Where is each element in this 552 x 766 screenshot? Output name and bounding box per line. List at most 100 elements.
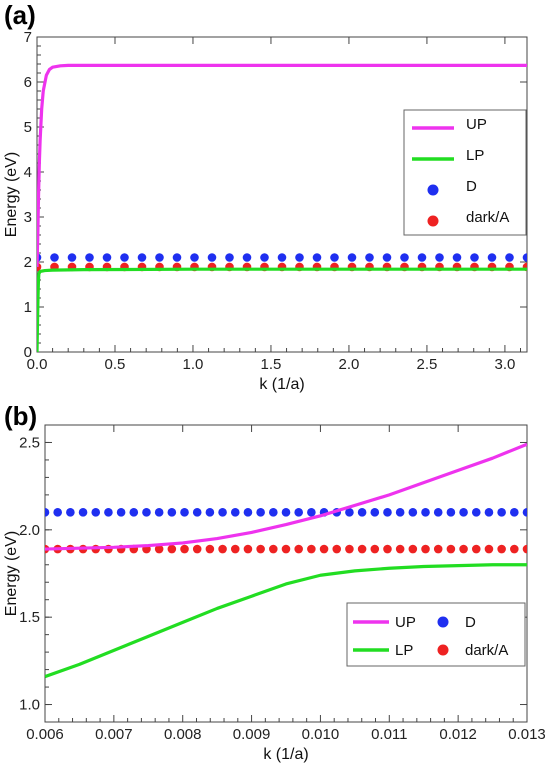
point-d bbox=[91, 508, 101, 517]
point-d bbox=[452, 253, 462, 262]
point-d bbox=[155, 253, 164, 262]
point-d bbox=[167, 508, 177, 517]
x-tick-label: 0.011 bbox=[371, 726, 407, 743]
point-dark-a bbox=[471, 544, 481, 554]
point-d bbox=[269, 508, 278, 517]
point-d bbox=[294, 508, 303, 517]
point-d bbox=[484, 508, 494, 517]
point-d bbox=[505, 253, 514, 262]
point-d bbox=[487, 253, 497, 262]
y-tick-label: 0 bbox=[24, 344, 32, 361]
point-d bbox=[154, 508, 164, 517]
legend-swatch-dark-a bbox=[427, 215, 439, 227]
point-dark-a bbox=[180, 544, 189, 554]
legend-label: D bbox=[466, 178, 477, 195]
legend-box bbox=[403, 109, 527, 236]
point-d bbox=[295, 253, 304, 262]
point-dark-a bbox=[421, 544, 430, 554]
point-dark-a bbox=[497, 544, 506, 554]
point-dark-a bbox=[484, 544, 494, 554]
point-dark-a bbox=[510, 544, 519, 554]
point-d bbox=[260, 253, 269, 262]
point-d bbox=[370, 508, 380, 517]
x-axis-label: k (1/a) bbox=[263, 746, 308, 763]
y-tick-label: 1 bbox=[24, 299, 32, 316]
x-tick-label: 0.5 bbox=[105, 356, 126, 373]
x-tick-label: 0.0 bbox=[27, 356, 48, 373]
point-d bbox=[218, 508, 227, 517]
point-d bbox=[400, 253, 409, 262]
plot-frame bbox=[44, 424, 528, 723]
legend-label: LP bbox=[395, 642, 413, 659]
point-d bbox=[242, 253, 252, 262]
point-dark-a bbox=[395, 544, 405, 554]
point-d bbox=[510, 508, 519, 517]
point-dark-a bbox=[332, 544, 342, 554]
point-dark-a bbox=[192, 544, 202, 554]
x-tick-label: 1.0 bbox=[183, 356, 204, 373]
point-dark-a bbox=[281, 544, 291, 554]
point-d bbox=[365, 253, 374, 262]
point-d bbox=[471, 508, 481, 517]
legend-label: UP bbox=[395, 614, 416, 631]
x-tick-label: 3.0 bbox=[494, 356, 515, 373]
point-d bbox=[433, 508, 443, 517]
point-d bbox=[256, 508, 265, 517]
x-tick-label: 0.013 bbox=[508, 726, 546, 743]
point-d bbox=[102, 253, 112, 262]
point-d bbox=[116, 508, 126, 517]
point-d bbox=[382, 253, 392, 262]
point-dark-a bbox=[357, 544, 367, 554]
point-d bbox=[446, 508, 456, 517]
point-dark-a bbox=[269, 544, 278, 554]
point-d bbox=[383, 508, 392, 517]
point-dark-a bbox=[345, 544, 354, 554]
series-line-lp bbox=[45, 563, 527, 679]
x-tick-label: 0.010 bbox=[302, 726, 340, 743]
point-dark-a bbox=[230, 544, 240, 554]
point-dark-a bbox=[243, 544, 253, 554]
point-d bbox=[497, 508, 506, 517]
point-d bbox=[307, 508, 316, 517]
point-d bbox=[281, 508, 291, 517]
legend-swatch-d bbox=[427, 184, 439, 196]
y-tick-label: 6 bbox=[24, 74, 32, 91]
point-d bbox=[45, 508, 50, 517]
legend-label: dark/A bbox=[465, 642, 508, 659]
point-d bbox=[470, 253, 479, 262]
point-d bbox=[142, 508, 151, 517]
x-tick-label: 0.012 bbox=[439, 726, 477, 743]
point-d bbox=[459, 508, 468, 517]
point-dark-a bbox=[154, 544, 164, 554]
point-d bbox=[522, 253, 527, 262]
point-d bbox=[417, 253, 427, 262]
point-d bbox=[66, 508, 75, 517]
y-tick-label: 1.0 bbox=[19, 697, 40, 714]
x-tick-label: 1.5 bbox=[261, 356, 282, 373]
point-dark-a bbox=[307, 544, 316, 554]
series-line-lp bbox=[37, 267, 527, 352]
y-axis-label: Energy (eV) bbox=[3, 152, 20, 237]
x-tick-label: 0.009 bbox=[233, 726, 271, 743]
point-d bbox=[85, 253, 94, 262]
point-d bbox=[225, 253, 234, 262]
legend-swatch-d bbox=[437, 616, 449, 628]
point-d bbox=[172, 253, 182, 262]
point-d bbox=[345, 508, 354, 517]
y-tick-label: 2.0 bbox=[19, 522, 40, 539]
x-tick-label: 0.006 bbox=[26, 726, 64, 743]
legend-label: D bbox=[465, 614, 476, 631]
point-d bbox=[78, 508, 88, 517]
point-d bbox=[243, 508, 253, 517]
point-dark-a bbox=[446, 544, 456, 554]
point-d bbox=[120, 253, 129, 262]
point-d bbox=[435, 253, 444, 262]
point-dark-a bbox=[408, 544, 418, 554]
y-tick-label: 2.5 bbox=[19, 434, 40, 451]
point-d bbox=[180, 508, 189, 517]
panel-label: (a) bbox=[4, 0, 36, 30]
point-d bbox=[192, 508, 202, 517]
point-d bbox=[50, 253, 59, 262]
point-dark-a bbox=[256, 544, 265, 554]
